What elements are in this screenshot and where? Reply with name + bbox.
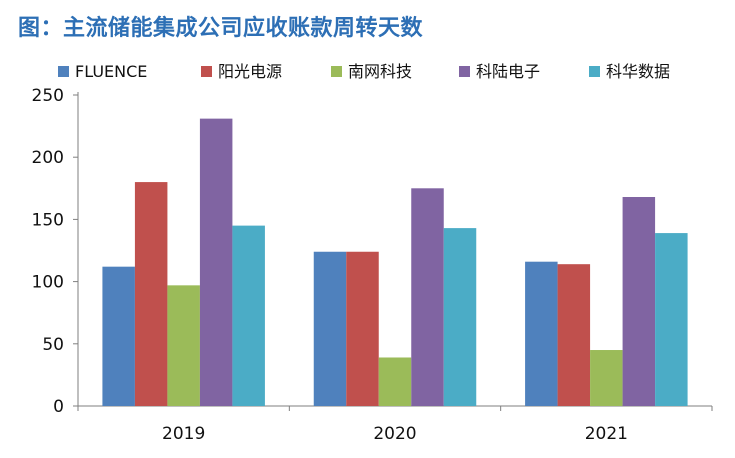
legend-label: 南网科技	[348, 62, 412, 81]
bar	[102, 266, 135, 406]
bar	[557, 264, 591, 406]
x-category-label: 2021	[585, 424, 628, 444]
x-category-label: 2019	[162, 424, 205, 444]
bar	[655, 233, 688, 406]
y-tick-label: 200	[32, 148, 64, 168]
x-category-label: 2020	[373, 424, 416, 444]
legend: FLUENCE 阳光电源 南网科技 科陆电子 科华数据	[58, 62, 670, 81]
legend-swatch	[459, 66, 470, 77]
bar	[134, 182, 168, 406]
legend-swatch	[58, 66, 69, 77]
bar	[443, 228, 477, 406]
y-tick-label: 0	[53, 397, 64, 417]
legend-label: FLUENCE	[75, 62, 147, 81]
y-tick-label: 50	[42, 335, 64, 355]
bar	[411, 188, 444, 406]
legend-swatch	[331, 66, 342, 77]
legend-label: 科陆电子	[476, 62, 540, 81]
chart-title: 图：主流储能集成公司应收账款周转天数	[18, 16, 424, 41]
bar	[167, 285, 200, 406]
bar	[590, 350, 623, 406]
y-tick-label: 150	[32, 210, 64, 230]
bars	[102, 118, 688, 407]
bar	[232, 225, 265, 406]
bar	[199, 118, 233, 407]
legend-swatch	[201, 66, 212, 77]
bar	[313, 251, 347, 406]
bar	[525, 261, 558, 406]
legend-label: 阳光电源	[218, 62, 282, 81]
y-tick-label: 250	[32, 86, 64, 106]
bar	[378, 357, 412, 406]
bar	[346, 251, 379, 406]
y-tick-label: 100	[32, 273, 64, 293]
legend-swatch	[589, 66, 600, 77]
bar	[622, 197, 656, 406]
legend-label: 科华数据	[606, 62, 670, 81]
